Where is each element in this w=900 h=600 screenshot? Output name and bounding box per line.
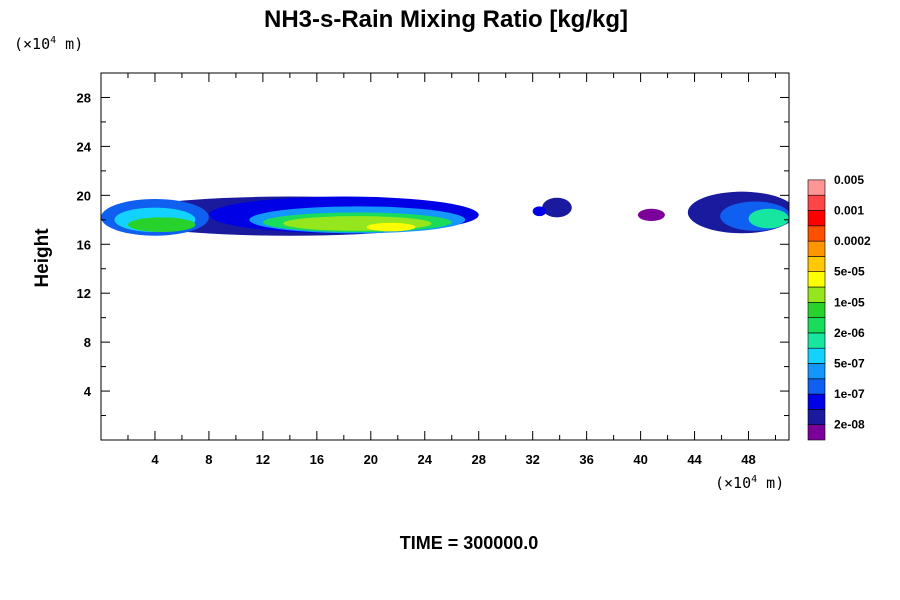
y-tick-label: 4 xyxy=(84,384,92,399)
data-layer xyxy=(101,191,789,236)
x-tick-label: 48 xyxy=(741,452,755,467)
x-tick-label: 4 xyxy=(151,452,159,467)
y-axis-label: Height xyxy=(32,228,53,288)
colorbar-label: 5e-07 xyxy=(834,357,865,371)
x-tick-label: 28 xyxy=(471,452,485,467)
y-unit-label: (×104 m) xyxy=(14,35,83,53)
ticks-layer xyxy=(101,73,789,440)
colorbar-cell xyxy=(807,378,826,395)
colorbar-cell xyxy=(807,286,826,303)
colorbar-cell xyxy=(807,301,826,318)
x-tick-label: 8 xyxy=(205,452,212,467)
x-tick-label: 16 xyxy=(310,452,324,467)
y-tick-label: 20 xyxy=(77,188,91,203)
y-tick-label: 8 xyxy=(84,335,91,350)
x-tick-label: 32 xyxy=(525,452,539,467)
y-tick-label: 28 xyxy=(77,90,91,105)
x-tick-labels: 4 8 12 16 20 24 28 32 36 40 44 48 xyxy=(151,452,755,467)
data-region-10 xyxy=(542,197,572,218)
colorbar-label: 1e-05 xyxy=(834,295,865,309)
colorbar-cell xyxy=(807,256,826,272)
x-tick-label: 40 xyxy=(633,452,647,467)
y-tick-label: 24 xyxy=(77,139,92,154)
colorbar-cell xyxy=(807,332,826,349)
colorbar-cell xyxy=(807,194,826,211)
colorbar-label: 1e-07 xyxy=(834,387,865,401)
y-tick-label: 12 xyxy=(77,286,91,301)
data-region-15 xyxy=(748,208,789,229)
x-tick-label: 20 xyxy=(364,452,378,467)
data-region-11 xyxy=(532,206,547,217)
colorbar-cell xyxy=(807,240,826,257)
colorbar-cell xyxy=(807,347,826,364)
chart-title: NH3-s-Rain Mixing Ratio [kg/kg] xyxy=(264,6,628,33)
data-region-9 xyxy=(366,222,416,232)
x-tick-label: 44 xyxy=(687,452,702,467)
colorbar-cell xyxy=(807,210,826,227)
colorbar-label: 0.001 xyxy=(834,204,864,218)
colorbar-label: 5e-05 xyxy=(834,265,865,279)
colorbar-label: 2e-08 xyxy=(834,418,865,432)
data-region-7 xyxy=(127,217,196,233)
data-region-12 xyxy=(637,208,665,222)
x-unit-label: (×104 m) xyxy=(715,474,784,492)
colorbar-label: 0.0002 xyxy=(834,234,871,248)
colorbar-cell xyxy=(807,363,826,380)
time-label: TIME = 300000.0 xyxy=(400,533,539,553)
colorbar-cell xyxy=(807,271,826,288)
plot-frame xyxy=(100,72,790,441)
y-tick-labels: 4 8 12 16 20 24 28 xyxy=(77,90,92,399)
x-tick-label: 36 xyxy=(579,452,593,467)
y-tick-label: 16 xyxy=(77,237,91,252)
colorbar-cell xyxy=(807,424,826,441)
colorbar-cell xyxy=(807,317,826,334)
colorbar-cell xyxy=(807,225,826,242)
colorbar-cell xyxy=(807,409,826,425)
x-tick-label: 12 xyxy=(256,452,270,467)
colorbar: 2e-08 1e-07 5e-07 2e-06 1e-05 5e-05 0.0002 0.00… xyxy=(807,173,871,441)
colorbar-cell xyxy=(807,179,826,196)
colorbar-label: 2e-06 xyxy=(834,326,865,340)
x-tick-label: 24 xyxy=(418,452,433,467)
colorbar-cell xyxy=(807,393,826,410)
colorbar-label: 0.005 xyxy=(834,173,864,187)
